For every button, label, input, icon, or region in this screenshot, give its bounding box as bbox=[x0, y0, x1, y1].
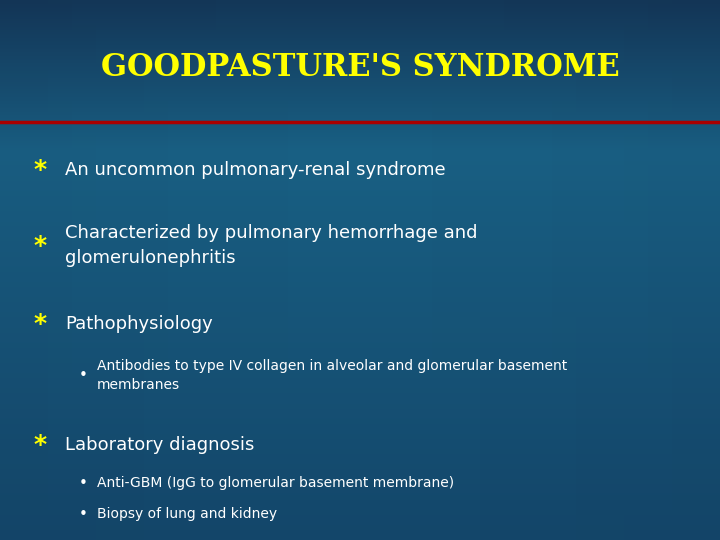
Text: *: * bbox=[33, 434, 46, 457]
Bar bbox=[576, 0, 600, 540]
Bar bbox=[504, 0, 528, 540]
Text: GOODPASTURE'S SYNDROME: GOODPASTURE'S SYNDROME bbox=[101, 52, 619, 83]
Bar bbox=[72, 0, 96, 540]
Text: •: • bbox=[78, 507, 87, 522]
Bar bbox=[48, 0, 72, 540]
Bar bbox=[456, 0, 480, 540]
Text: Biopsy of lung and kidney: Biopsy of lung and kidney bbox=[97, 507, 277, 521]
Text: Antibodies to type IV collagen in alveolar and glomerular basement
membranes: Antibodies to type IV collagen in alveol… bbox=[97, 359, 567, 392]
Text: •: • bbox=[78, 368, 87, 383]
Text: Laboratory diagnosis: Laboratory diagnosis bbox=[65, 436, 254, 455]
Bar bbox=[408, 0, 432, 540]
Bar bbox=[696, 0, 720, 540]
Bar bbox=[24, 0, 48, 540]
Bar bbox=[192, 0, 216, 540]
Bar bbox=[600, 0, 624, 540]
Bar bbox=[120, 0, 144, 540]
Bar bbox=[216, 0, 240, 540]
Bar bbox=[384, 0, 408, 540]
Bar bbox=[552, 0, 576, 540]
Bar bbox=[624, 0, 648, 540]
Text: •: • bbox=[78, 476, 87, 491]
Text: Anti-GBM (IgG to glomerular basement membrane): Anti-GBM (IgG to glomerular basement mem… bbox=[97, 476, 454, 490]
Bar bbox=[240, 0, 264, 540]
Bar bbox=[336, 0, 360, 540]
Text: Characterized by pulmonary hemorrhage and
glomerulonephritis: Characterized by pulmonary hemorrhage an… bbox=[65, 224, 477, 267]
Text: *: * bbox=[33, 158, 46, 182]
Bar bbox=[480, 0, 504, 540]
Text: An uncommon pulmonary-renal syndrome: An uncommon pulmonary-renal syndrome bbox=[65, 161, 446, 179]
Text: Pathophysiology: Pathophysiology bbox=[65, 315, 212, 333]
Bar bbox=[432, 0, 456, 540]
Bar bbox=[672, 0, 696, 540]
Bar bbox=[96, 0, 120, 540]
Bar bbox=[264, 0, 288, 540]
Text: *: * bbox=[33, 312, 46, 336]
Bar bbox=[648, 0, 672, 540]
Bar bbox=[312, 0, 336, 540]
Bar bbox=[168, 0, 192, 540]
Bar bbox=[144, 0, 168, 540]
Bar bbox=[528, 0, 552, 540]
Bar bbox=[0, 0, 24, 540]
Bar bbox=[288, 0, 312, 540]
Text: *: * bbox=[33, 234, 46, 258]
Bar bbox=[360, 0, 384, 540]
